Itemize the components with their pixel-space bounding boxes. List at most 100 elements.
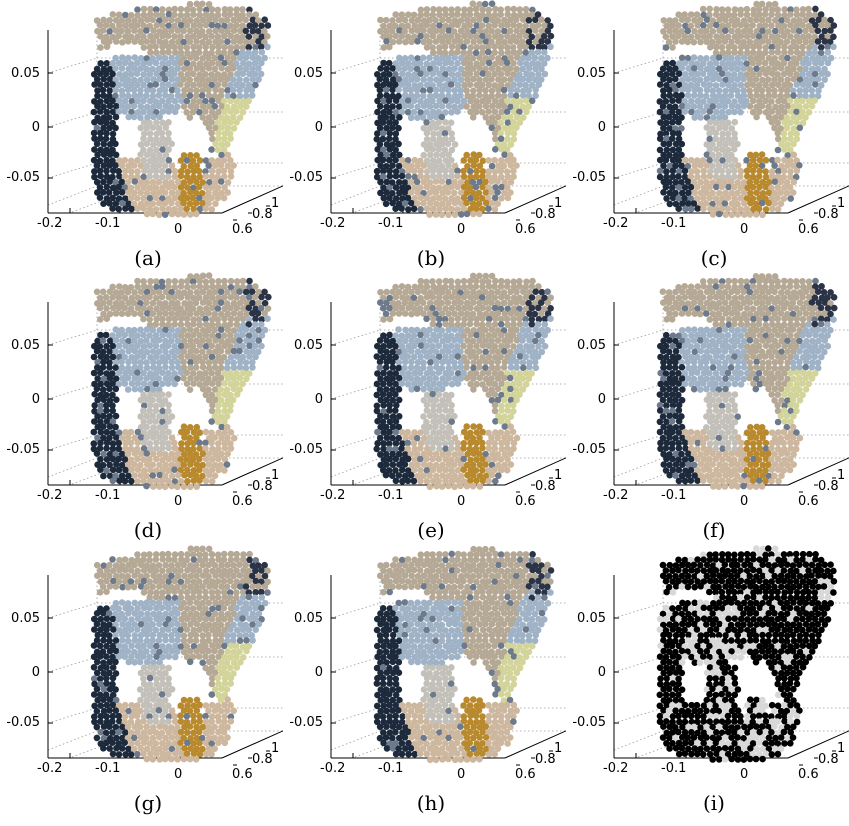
cloud-point	[211, 76, 219, 83]
cloud-point	[124, 17, 132, 24]
cloud-point	[202, 353, 209, 361]
cloud-point	[442, 429, 449, 436]
cloud-point	[724, 119, 732, 127]
cloud-point	[137, 288, 145, 295]
cloud-point	[413, 434, 421, 442]
cloud-point	[728, 54, 735, 62]
cloud-point	[463, 54, 471, 62]
cloud-point	[824, 70, 831, 78]
cloud-point	[386, 315, 394, 323]
cloud-point	[143, 27, 150, 34]
cloud-point	[248, 288, 256, 296]
cloud-point	[811, 44, 819, 51]
cloud-point	[202, 119, 210, 126]
cloud-point	[470, 27, 477, 35]
cloud-point	[174, 375, 181, 382]
cloud-point	[780, 283, 788, 291]
cloud-point	[678, 38, 686, 45]
cloud-point	[516, 81, 524, 88]
cloud-point	[442, 184, 449, 191]
cloud-point	[159, 407, 166, 415]
cloud-point	[414, 348, 422, 355]
cloud-point	[245, 316, 253, 323]
cloud-point	[448, 293, 456, 301]
cloud-point	[503, 342, 511, 350]
cloud-point	[217, 54, 225, 62]
cloud-point	[242, 326, 250, 333]
cloud-point	[177, 194, 185, 202]
cloud-point	[162, 102, 170, 110]
cloud-point	[728, 65, 735, 72]
cloud-point	[386, 342, 393, 349]
cloud-point	[180, 483, 188, 491]
cloud-point	[221, 294, 228, 301]
cloud-point	[429, 44, 436, 51]
cloud-point	[221, 119, 228, 126]
cloud-point	[399, 294, 406, 301]
cloud-point	[99, 299, 107, 307]
cloud-point	[478, 439, 486, 447]
cloud-point	[128, 477, 135, 485]
cloud-point	[373, 380, 381, 388]
cloud-point	[660, 151, 667, 159]
cloud-point	[233, 44, 241, 51]
cloud-point	[199, 114, 206, 121]
cloud-point	[823, 316, 831, 323]
cloud-point	[261, 310, 269, 317]
cloud-point	[765, 326, 772, 334]
cloud-point	[410, 440, 418, 447]
cloud-point	[187, 364, 194, 371]
cloud-point	[461, 70, 468, 78]
cloud-point	[525, 375, 533, 382]
cloud-point	[752, 273, 760, 280]
cloud-point	[740, 288, 748, 295]
cloud-point	[482, 16, 490, 24]
cloud-point	[423, 342, 431, 350]
point-cloud-plot	[330, 0, 566, 221]
cloud-point	[725, 49, 732, 56]
cloud-point	[753, 299, 760, 307]
cloud-point	[152, 332, 160, 339]
cloud-point	[234, 70, 241, 78]
cloud-point	[177, 478, 185, 485]
grid-line	[47, 434, 98, 451]
cloud-point	[454, 206, 461, 213]
cloud-point	[149, 450, 157, 458]
cloud-point	[663, 168, 670, 175]
cloud-point	[112, 472, 119, 480]
cloud-point	[426, 124, 434, 132]
cloud-point	[202, 173, 210, 180]
cloud-point	[482, 385, 489, 393]
cloud-point	[187, 103, 195, 110]
cloud-point	[491, 331, 498, 339]
cloud-point	[183, 97, 191, 105]
cloud-point	[374, 81, 381, 89]
cloud-point	[768, 70, 776, 77]
cloud-point	[186, 0, 194, 8]
cloud-point	[124, 461, 132, 469]
cloud-point	[202, 445, 209, 452]
cloud-point	[709, 211, 717, 218]
cloud-point	[764, 76, 772, 83]
cloud-point	[479, 444, 486, 452]
cloud-point	[457, 375, 465, 382]
cloud-point	[383, 103, 390, 111]
cloud-point	[432, 65, 440, 73]
cloud-point	[96, 70, 104, 77]
cloud-point	[407, 375, 415, 382]
cloud-point	[762, 315, 770, 322]
cloud-point	[112, 450, 120, 458]
cloud-point	[728, 17, 736, 24]
cloud-point	[781, 108, 788, 116]
cloud-point	[423, 183, 431, 191]
point-cloud	[90, 0, 272, 219]
cloud-point	[251, 293, 259, 301]
cloud-point	[109, 402, 116, 409]
cloud-point	[441, 146, 449, 154]
cloud-point	[697, 28, 705, 35]
cloud-point	[812, 283, 819, 290]
x-tick-label: -0.2	[37, 216, 63, 231]
cloud-point	[380, 44, 388, 51]
cloud-point	[460, 321, 467, 328]
cloud-point	[121, 59, 129, 67]
